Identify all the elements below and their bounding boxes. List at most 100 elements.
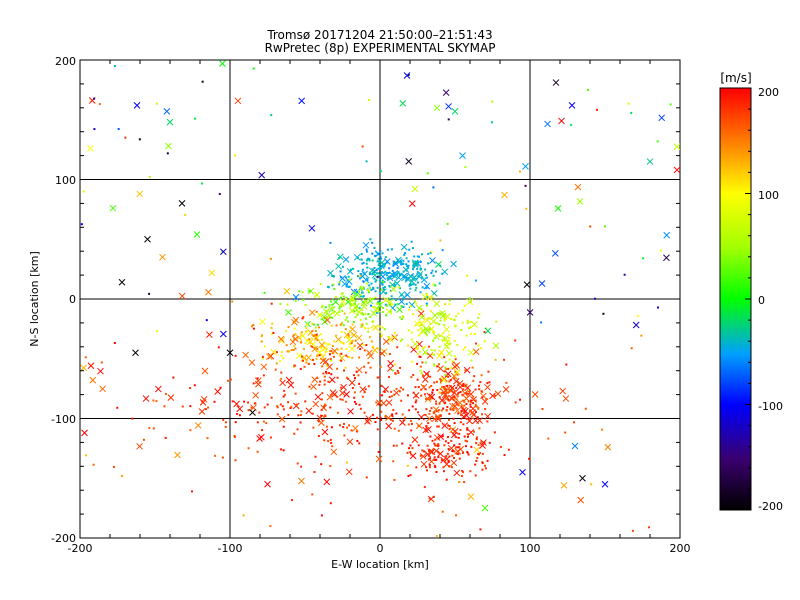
data-point [261,357,264,360]
data-point-cross [480,439,487,446]
data-point [433,442,436,445]
data-point [317,326,320,329]
data-point [439,387,442,390]
data-point [374,420,377,423]
data-point [327,343,330,346]
data-point [396,346,399,349]
data-point [437,313,440,316]
data-point-cross [554,205,562,212]
data-point [247,409,250,412]
data-point [381,283,384,286]
data-point-cross [323,478,331,486]
data-point [444,395,447,398]
data-point [190,490,193,493]
data-point [437,443,440,446]
data-point [495,320,498,323]
data-point-cross [404,291,411,299]
data-point [297,414,300,417]
data-point [447,460,450,463]
data-point [152,427,155,430]
data-point [308,385,311,388]
data-point-cross [348,345,356,353]
x-tick-label: -100 [218,542,243,555]
data-point [319,346,322,349]
data-point [432,353,435,356]
data-point [324,306,327,309]
data-point [408,308,411,311]
data-point [464,166,467,169]
data-point-cross [324,316,331,324]
data-point [359,295,362,298]
data-point [400,263,403,266]
data-point [321,304,324,307]
data-point [367,361,370,364]
data-point [261,429,264,432]
data-point [361,301,364,304]
data-point [464,369,467,372]
data-point [418,334,421,337]
data-point [389,275,392,278]
data-point [282,395,285,398]
data-point [357,270,360,273]
data-point [342,295,345,298]
data-point [260,340,263,343]
data-point [357,311,360,314]
data-point [436,365,439,368]
data-point [349,278,352,281]
data-point [445,367,448,370]
data-point [361,268,364,271]
data-point [431,296,434,299]
data-point-cross [326,393,334,401]
data-point-cross [328,376,336,384]
data-point [446,339,449,342]
data-point [353,396,356,399]
data-point [293,364,296,367]
data-point [399,261,402,264]
data-point [429,251,432,254]
data-point [436,425,439,428]
data-point [421,276,424,279]
data-point [252,327,255,330]
data-point [441,249,444,252]
data-point [450,439,453,442]
data-point [234,435,237,438]
data-point [656,306,659,309]
data-point [300,410,303,413]
data-point [446,406,449,409]
data-point [262,420,265,423]
data-point [276,406,279,409]
data-point [400,305,403,308]
data-point [335,296,338,299]
data-point-cross [205,288,212,296]
data-point-cross [576,198,584,205]
data-point-cross [393,389,400,397]
data-point [412,374,415,377]
data-point-cross [428,325,435,333]
data-point [402,315,405,318]
data-point [446,452,449,455]
data-point-cross [466,417,473,425]
data-point [426,444,429,447]
data-point-cross [453,368,461,376]
data-point [412,313,415,316]
data-point [589,225,592,228]
data-point [311,334,314,337]
data-point [438,312,441,315]
data-point [320,398,323,401]
data-point [392,460,395,463]
data-point-cross [560,481,568,489]
data-point [434,400,437,403]
data-point-cross [398,291,406,298]
data-point [117,128,120,131]
data-point [437,323,440,326]
colorbar-tick-label: -100 [758,400,783,413]
data-point-cross [198,408,206,415]
data-point [410,429,413,432]
data-point [412,268,415,271]
data-point [380,418,383,421]
data-point [352,291,355,294]
data-point [345,285,348,288]
data-point [344,276,347,279]
data-point [468,390,471,393]
